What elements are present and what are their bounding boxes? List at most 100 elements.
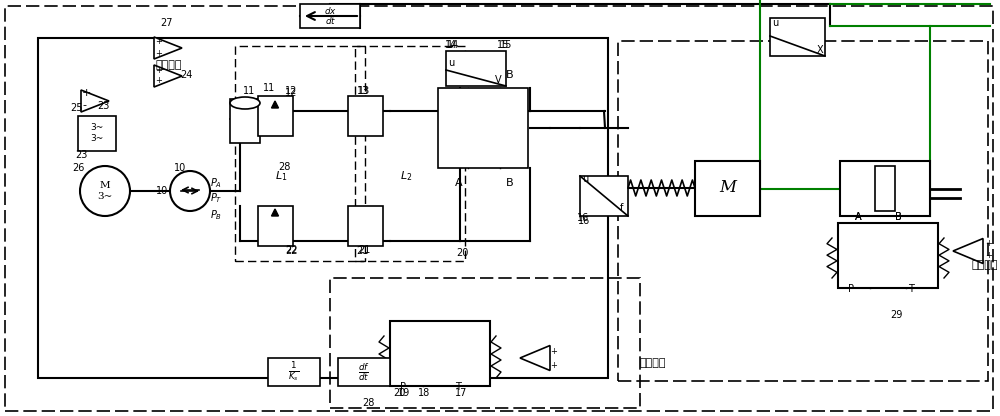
- Polygon shape: [272, 101, 278, 108]
- Text: 24: 24: [180, 70, 192, 80]
- Text: 19: 19: [398, 388, 410, 398]
- Text: B: B: [506, 178, 514, 188]
- Text: 加载指令: 加载指令: [640, 358, 666, 368]
- Text: 26: 26: [72, 163, 84, 173]
- Text: 15: 15: [500, 40, 512, 50]
- Text: 16: 16: [577, 213, 589, 223]
- Bar: [438, 88, 528, 168]
- Text: 20: 20: [393, 388, 405, 398]
- Bar: [258, 96, 293, 136]
- Text: 22: 22: [285, 246, 298, 256]
- Polygon shape: [154, 37, 182, 59]
- Polygon shape: [81, 90, 109, 112]
- Text: $P_T$: $P_T$: [210, 191, 222, 205]
- Ellipse shape: [230, 97, 260, 109]
- Text: $\frac{1}{K_s}$: $\frac{1}{K_s}$: [288, 360, 300, 384]
- Text: X: X: [817, 45, 824, 55]
- Text: +: +: [155, 37, 162, 46]
- Bar: [235, 46, 365, 261]
- Text: 23: 23: [75, 150, 87, 160]
- Text: $L_2$: $L_2$: [400, 169, 412, 183]
- Polygon shape: [953, 238, 983, 263]
- Text: $L_1$: $L_1$: [275, 169, 287, 183]
- Text: 12: 12: [285, 86, 297, 96]
- Text: u: u: [582, 174, 588, 184]
- Text: 14: 14: [447, 40, 459, 50]
- Text: -: -: [82, 100, 86, 110]
- Bar: [695, 161, 760, 216]
- Text: +: +: [985, 251, 992, 260]
- Text: T: T: [455, 382, 461, 392]
- Text: T: T: [908, 284, 914, 294]
- Text: B: B: [506, 70, 514, 80]
- Text: 10: 10: [174, 163, 186, 173]
- Text: 15: 15: [497, 40, 509, 50]
- Text: 21: 21: [358, 245, 370, 255]
- Text: 23: 23: [97, 101, 109, 111]
- Bar: [338, 358, 390, 386]
- Bar: [348, 206, 383, 246]
- Text: B: B: [895, 212, 902, 222]
- Text: f: f: [620, 203, 623, 213]
- Bar: [770, 18, 825, 56]
- Text: +: +: [550, 347, 557, 356]
- Text: +: +: [550, 361, 557, 370]
- Text: 16: 16: [578, 216, 590, 226]
- Bar: [618, 41, 988, 381]
- Text: 13: 13: [358, 86, 370, 96]
- Text: $P_B$: $P_B$: [210, 208, 222, 222]
- Polygon shape: [520, 346, 550, 371]
- Bar: [355, 46, 465, 261]
- Text: 11: 11: [243, 86, 255, 96]
- Text: 25: 25: [70, 103, 82, 113]
- Text: 28: 28: [278, 162, 290, 172]
- Text: 28: 28: [362, 398, 374, 408]
- Text: M: M: [720, 179, 736, 196]
- Text: 29: 29: [890, 310, 902, 320]
- Text: u: u: [448, 58, 454, 68]
- Text: 12: 12: [285, 88, 297, 98]
- Text: 10: 10: [156, 186, 168, 196]
- Bar: [838, 223, 938, 288]
- Text: A: A: [855, 212, 862, 222]
- Bar: [268, 358, 320, 386]
- Text: 位置指令: 位置指令: [972, 260, 998, 270]
- Text: 21: 21: [356, 246, 368, 256]
- Circle shape: [80, 166, 130, 216]
- Bar: [390, 321, 490, 386]
- Text: A: A: [455, 70, 463, 80]
- Text: 13: 13: [357, 86, 369, 96]
- Polygon shape: [272, 209, 278, 216]
- Text: V: V: [495, 75, 502, 85]
- Text: 17: 17: [455, 388, 467, 398]
- Bar: [875, 166, 895, 211]
- Text: B: B: [895, 212, 902, 222]
- Text: $\frac{df}{dt}$: $\frac{df}{dt}$: [358, 361, 370, 383]
- Text: P: P: [400, 382, 406, 392]
- Text: +: +: [82, 88, 91, 98]
- Bar: [258, 206, 293, 246]
- Text: P: P: [848, 284, 854, 294]
- Bar: [840, 161, 930, 216]
- Bar: [330, 278, 640, 408]
- Text: 11: 11: [263, 83, 275, 93]
- Bar: [230, 99, 260, 143]
- Bar: [348, 96, 383, 136]
- Text: A: A: [455, 178, 463, 188]
- Text: +: +: [155, 49, 162, 58]
- Text: 3~
3~: 3~ 3~: [90, 123, 104, 143]
- Circle shape: [170, 171, 210, 211]
- Bar: [78, 116, 116, 151]
- Text: $P_A$: $P_A$: [210, 176, 222, 190]
- Text: +: +: [985, 239, 992, 248]
- Text: u: u: [772, 18, 778, 28]
- Text: 20: 20: [456, 248, 468, 258]
- Text: 18: 18: [418, 388, 430, 398]
- Text: 速度指令: 速度指令: [155, 60, 182, 70]
- Polygon shape: [154, 65, 182, 87]
- Bar: [38, 38, 608, 378]
- Text: 27: 27: [160, 18, 173, 28]
- Text: $\frac{dx}{dt}$: $\frac{dx}{dt}$: [324, 5, 336, 27]
- Bar: [580, 176, 628, 216]
- Text: A: A: [855, 212, 862, 222]
